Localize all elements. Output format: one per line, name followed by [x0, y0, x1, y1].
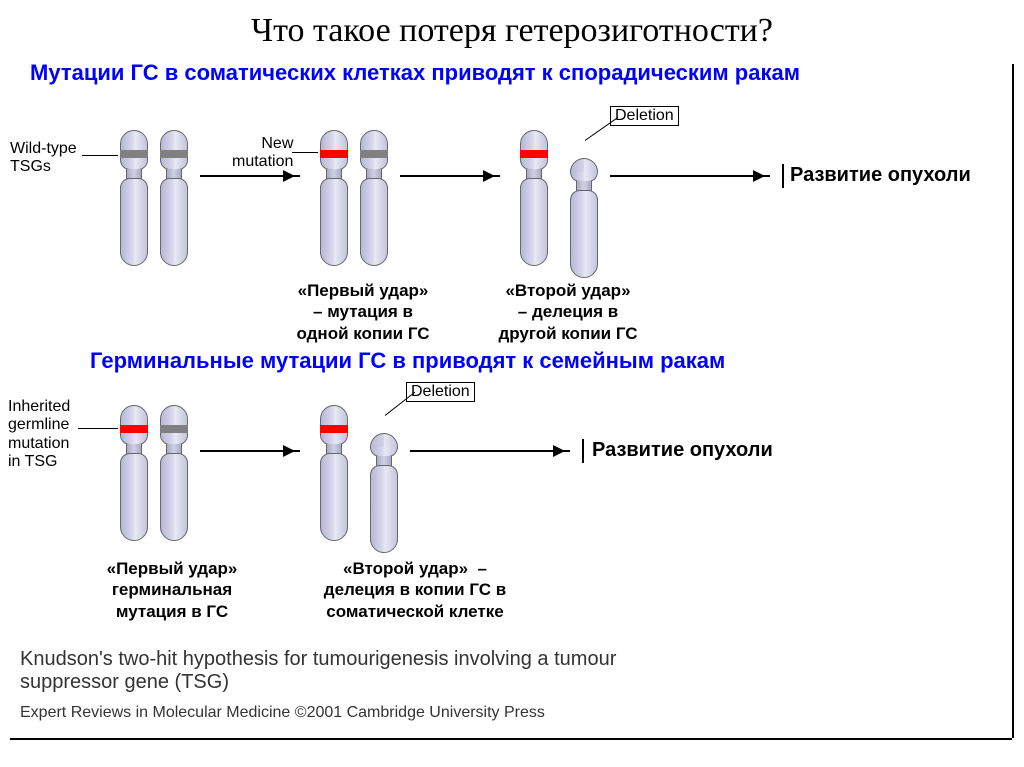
- chromosome: [520, 130, 548, 266]
- tumor-label: Развитие опухоли: [790, 164, 971, 187]
- footer-citation: Knudson's two-hit hypothesis for tumouri…: [20, 648, 616, 694]
- callout-line: [585, 117, 618, 141]
- frame-bottom: [10, 738, 1012, 740]
- chromosome: [320, 130, 348, 266]
- first-hit-somatic-caption: «Первый удар» – мутация в одной копии ГС: [268, 280, 458, 344]
- band-wildtype: [360, 150, 388, 158]
- band-wildtype: [160, 150, 188, 158]
- inherited-label: Inherited germline mutation in TSG: [8, 398, 70, 472]
- tumor-label: Развитие опухоли: [592, 439, 773, 462]
- chromosome: [360, 130, 388, 266]
- arrow: [410, 450, 570, 452]
- band-wildtype: [120, 150, 148, 158]
- band-mutant: [520, 150, 548, 158]
- arrow-stop: [582, 439, 584, 463]
- band-mutant: [320, 150, 348, 158]
- arrow: [400, 175, 500, 177]
- first-hit-germ-caption: «Первый удар» герминальная мутация в ГС: [72, 558, 272, 622]
- band-mutant: [120, 425, 148, 433]
- footer-copyright: Expert Reviews in Molecular Medicine ©20…: [20, 704, 545, 722]
- band-mutant: [320, 425, 348, 433]
- wild-type-label: Wild-type TSGs: [10, 140, 77, 177]
- chromosome-deleted: [570, 158, 598, 278]
- arrow-stop: [782, 164, 784, 188]
- page-title: Что такое потеря гетерозиготности?: [0, 0, 1024, 50]
- arrow: [200, 450, 300, 452]
- callout-line: [385, 392, 416, 416]
- chromosome-deleted: [370, 433, 398, 553]
- new-mutation-label: New mutation: [232, 135, 293, 172]
- arrow: [200, 175, 300, 177]
- arrow: [610, 175, 770, 177]
- chromosome: [120, 405, 148, 541]
- band-wildtype: [160, 425, 188, 433]
- callout-line: [78, 428, 118, 429]
- second-hit-germ-caption: «Второй удар» – делеция в копии ГС в сом…: [290, 558, 540, 622]
- deletion-label: Deletion: [610, 106, 679, 126]
- second-hit-somatic-caption: «Второй удар» – делеция в другой копии Г…: [468, 280, 668, 344]
- frame-right: [1012, 64, 1014, 738]
- callout-line: [82, 155, 118, 156]
- callout-line: [292, 152, 318, 153]
- chromosome: [160, 405, 188, 541]
- subtitle-germline: Герминальные мутации ГС в приводят к сем…: [90, 348, 725, 374]
- subtitle-somatic: Мутации ГС в соматических клетках привод…: [30, 60, 800, 86]
- chromosome: [320, 405, 348, 541]
- chromosome: [160, 130, 188, 266]
- deletion-label: Deletion: [406, 382, 475, 402]
- chromosome: [120, 130, 148, 266]
